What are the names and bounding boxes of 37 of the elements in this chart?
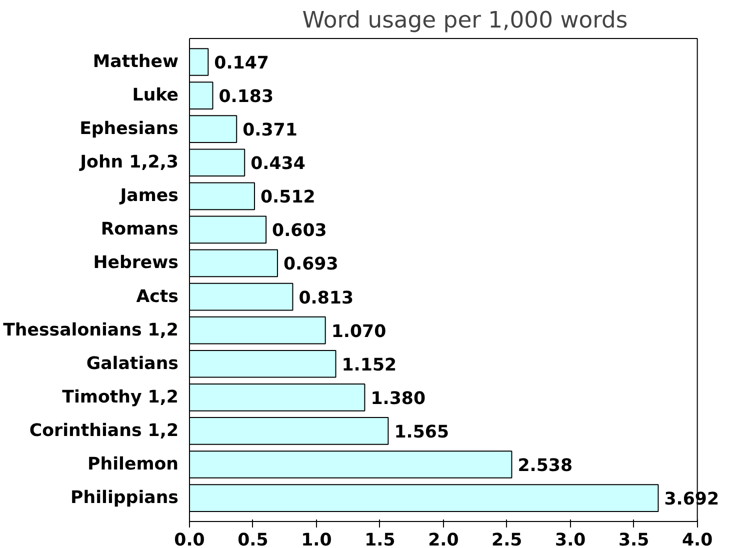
y-tick-label: Thessalonians 1,2 [3, 320, 179, 340]
x-tick-label: 3.0 [555, 530, 586, 548]
y-tick-label: Timothy 1,2 [62, 387, 179, 408]
data-label: 0.693 [283, 254, 338, 275]
y-tick-label: Acts [136, 286, 178, 307]
data-label: 0.813 [298, 288, 354, 308]
y-tick-label: Romans [100, 220, 179, 240]
x-tick-label: 3.5 [618, 530, 650, 548]
x-tick-label: 2.5 [492, 530, 522, 548]
data-label: 0.371 [242, 120, 298, 141]
data-label: 1.565 [394, 422, 450, 442]
y-tick-label: Ephesians [80, 119, 179, 140]
chart-title: Word usage per 1,000 words [302, 8, 628, 34]
x-tick-label: 1.5 [364, 530, 396, 548]
data-label: 1.152 [342, 355, 397, 376]
y-tick-label: Matthew [92, 52, 179, 72]
data-label: 1.070 [331, 322, 386, 342]
y-tick-label: Luke [132, 86, 179, 106]
data-label: 0.147 [214, 53, 269, 74]
data-label: 2.538 [518, 456, 573, 476]
data-label: 1.380 [370, 388, 426, 409]
data-label: 0.512 [260, 188, 316, 208]
y-tick-label: James [119, 186, 179, 206]
x-tick-label: 0.0 [174, 530, 205, 548]
y-tick-label: Philemon [88, 454, 179, 474]
data-label: 0.434 [250, 154, 306, 174]
y-tick-label: Hebrews [93, 253, 179, 274]
y-tick-label: Galatians [86, 354, 179, 374]
y-tick-label: Corinthians 1,2 [29, 420, 179, 441]
x-tick-label: 1.0 [301, 530, 332, 548]
x-tick-label: 2.0 [428, 530, 459, 548]
data-label: 0.603 [272, 221, 327, 242]
y-tick-label: Philippians [70, 488, 179, 508]
x-tick-label: 0.5 [238, 530, 268, 548]
y-tick-label: John 1,2,3 [79, 152, 179, 173]
x-tick-label: 4.0 [682, 530, 713, 548]
data-label: 0.183 [218, 87, 274, 108]
